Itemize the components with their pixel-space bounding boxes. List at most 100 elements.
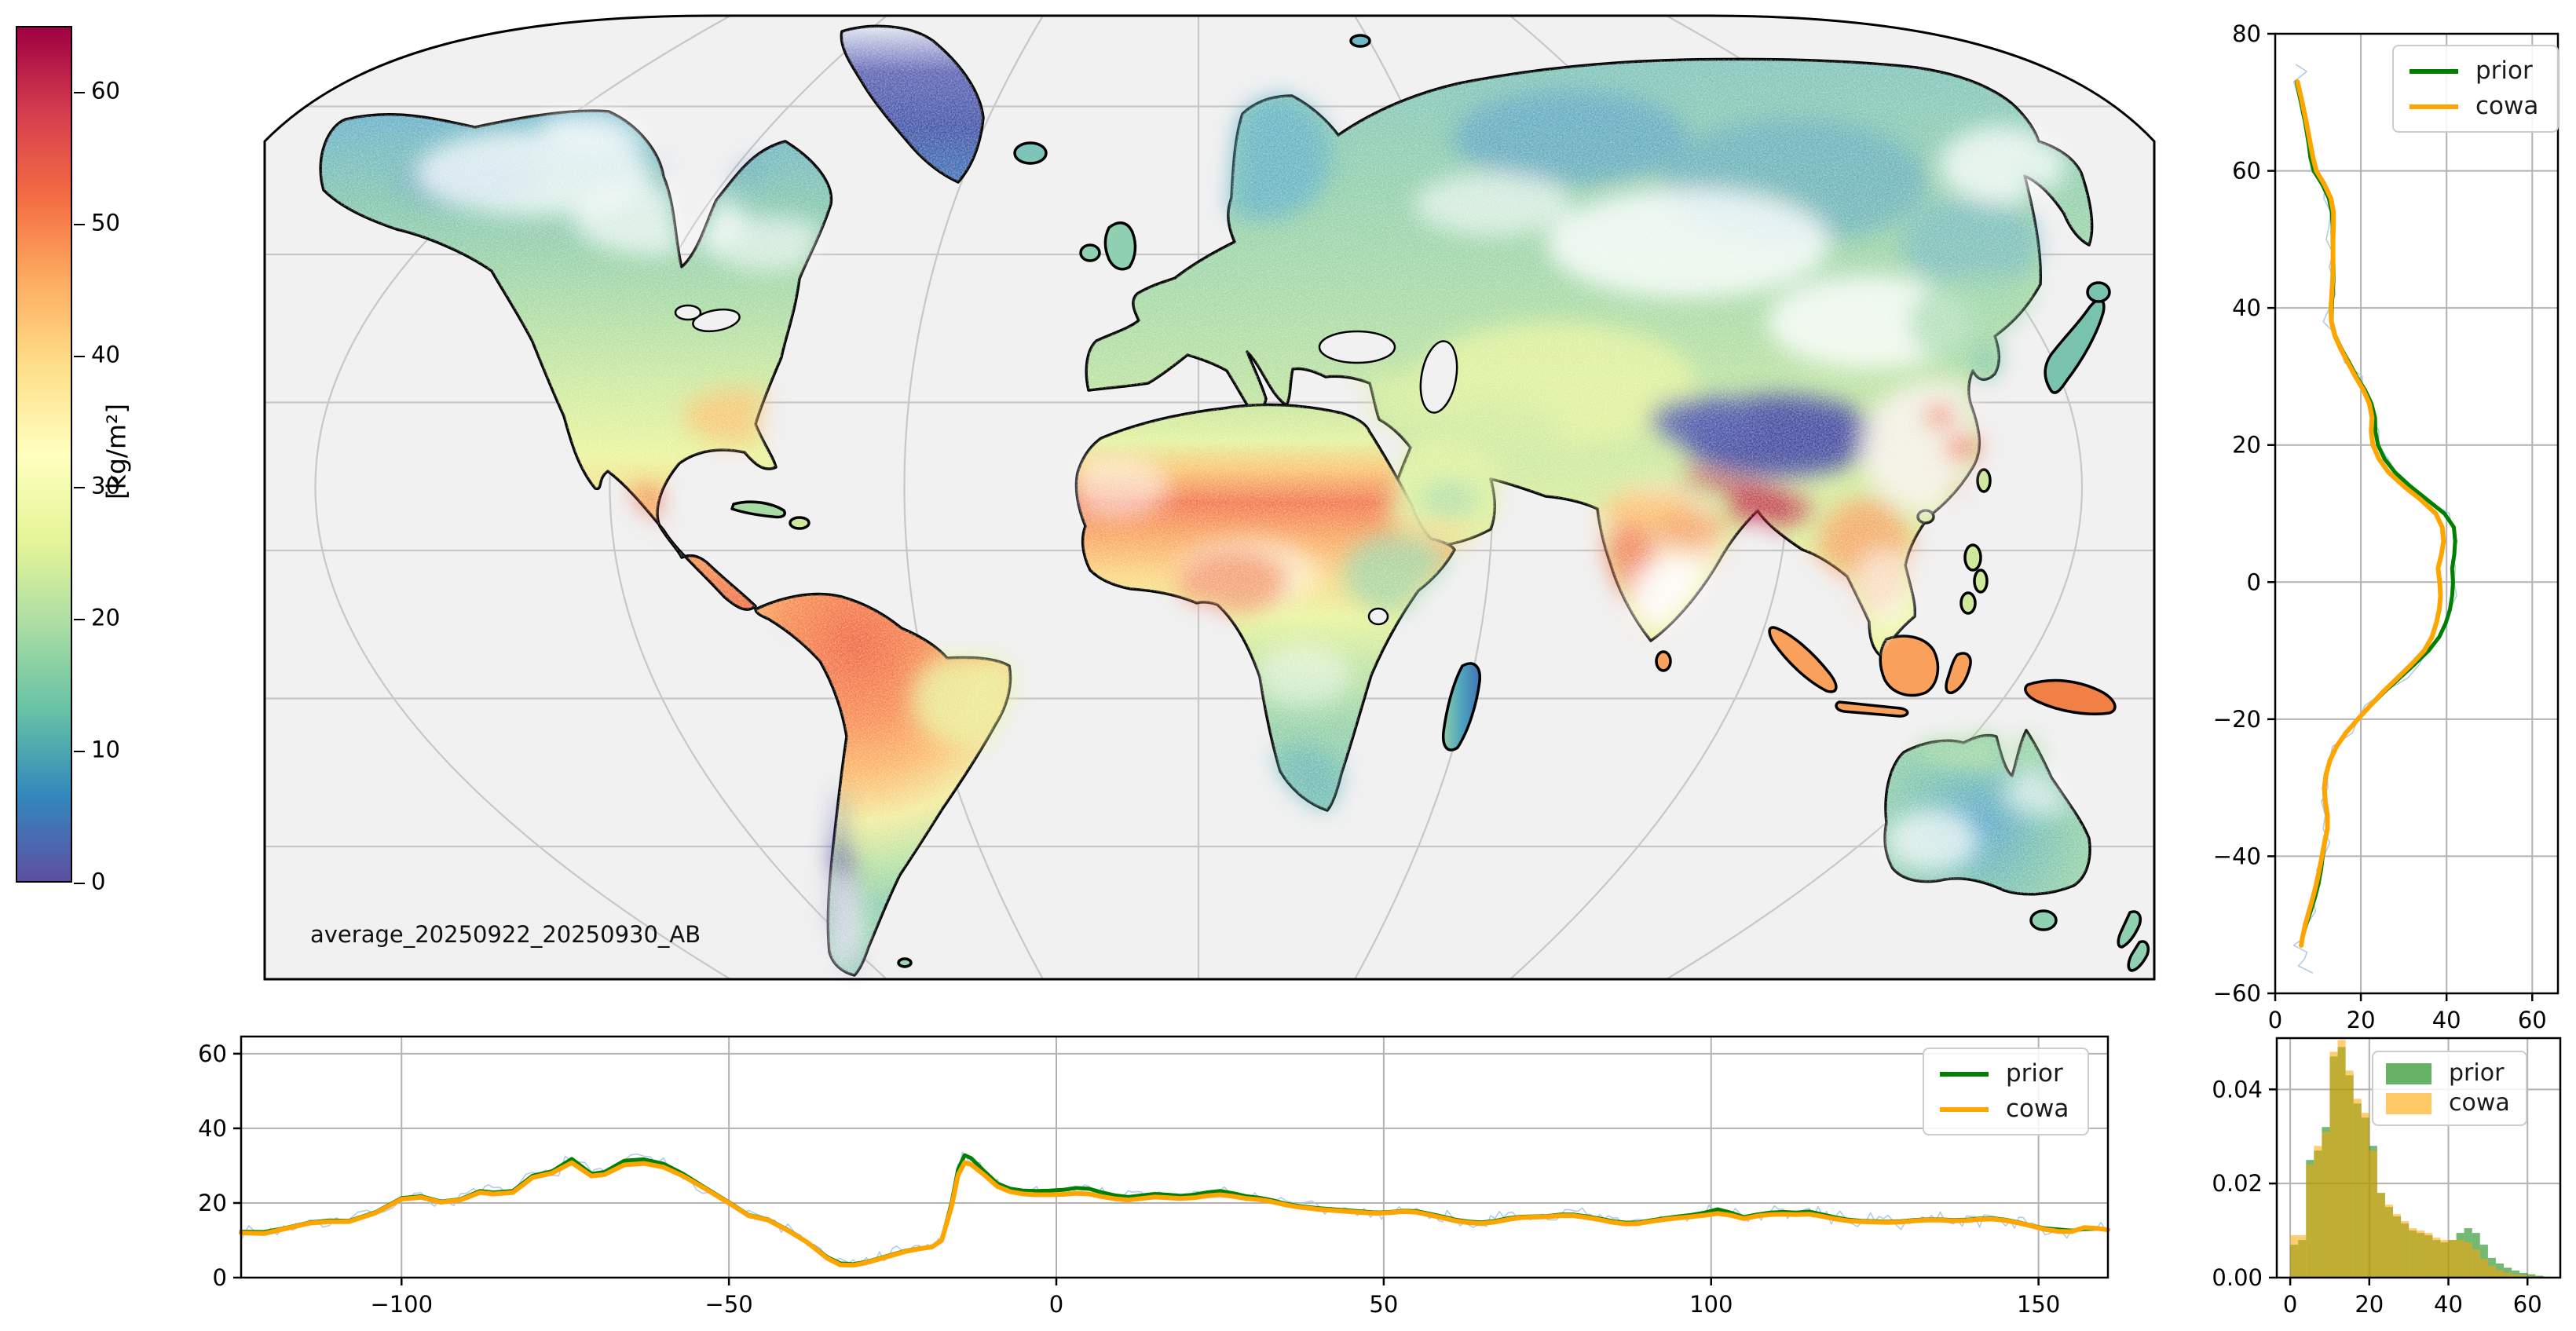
svg-text:60: 60 bbox=[2513, 1291, 2542, 1318]
philippines-3 bbox=[1959, 591, 1977, 615]
iceland bbox=[1013, 141, 1048, 165]
svg-text:40: 40 bbox=[2232, 294, 2261, 321]
svg-text:−20: −20 bbox=[2213, 706, 2261, 733]
svg-text:60: 60 bbox=[2518, 1007, 2547, 1033]
prior-patch-swatch bbox=[2386, 1062, 2431, 1084]
prior-line bbox=[239, 1153, 2110, 1267]
colorbar-unit-label: [kg/m²] bbox=[101, 403, 132, 500]
svg-text:0.02: 0.02 bbox=[2212, 1170, 2263, 1197]
madagascar bbox=[1441, 662, 1481, 751]
grid-lines bbox=[241, 1037, 2108, 1278]
legend-label-cowa: cowa bbox=[2006, 1095, 2069, 1123]
cowa-line-swatch bbox=[1940, 1106, 1989, 1112]
map-lakes bbox=[674, 304, 1458, 626]
svg-text:50: 50 bbox=[1369, 1291, 1398, 1318]
latitude-profile-panel: 0 20 40 60 80 60 40 20 0 −20 −40 −60 bbox=[2213, 20, 2560, 1033]
svg-text:0: 0 bbox=[1049, 1291, 1063, 1318]
legend-item-cowa: cowa bbox=[1940, 1097, 2069, 1121]
plot-frame bbox=[2275, 1037, 2562, 1279]
svg-text:60: 60 bbox=[2232, 158, 2261, 185]
sumatra bbox=[1768, 626, 1838, 693]
axis-tick-labels: 0 20 40 60 80 60 40 20 0 −20 −40 −60 bbox=[2213, 20, 2547, 1033]
longitude-profile-panel: −100 −50 0 50 100 150 0 20 40 60 bbox=[198, 1035, 2110, 1318]
colorbar-tick-mark bbox=[74, 223, 85, 225]
svg-text:−60: −60 bbox=[2213, 980, 2261, 1007]
legend-item-cowa: cowa bbox=[2410, 94, 2538, 119]
svg-text:40: 40 bbox=[2432, 1007, 2461, 1033]
map-panel: average_20250922_20250930_AB bbox=[263, 14, 2156, 981]
taiwan bbox=[1976, 468, 1992, 493]
colorbar-tick-label: 30 bbox=[91, 473, 120, 500]
great-britain bbox=[1103, 221, 1137, 271]
raw-data-line bbox=[2292, 64, 2458, 974]
map-projection-boundary bbox=[263, 14, 2156, 981]
prior-line bbox=[2294, 79, 2457, 948]
legend-lat-profile: prior cowa bbox=[2392, 45, 2560, 133]
colorbar-tick-label: 0 bbox=[91, 868, 106, 895]
svg-text:100: 100 bbox=[1689, 1291, 1733, 1318]
java bbox=[1835, 700, 1909, 718]
cowa-patch-swatch bbox=[2386, 1092, 2431, 1114]
legend-label-prior: prior bbox=[2475, 57, 2533, 85]
colorbar-tick-mark bbox=[74, 883, 85, 884]
legend-label-cowa: cowa bbox=[2475, 92, 2539, 120]
colorbar-tick-label: 10 bbox=[91, 736, 120, 763]
legend-lon-profile: prior cowa bbox=[1923, 1048, 2090, 1135]
plot-frame bbox=[240, 1035, 2109, 1279]
histogram-panel: 0 20 40 60 0.00 0.02 0.04 bbox=[2212, 1037, 2562, 1318]
svg-text:150: 150 bbox=[2017, 1291, 2060, 1318]
svg-text:40: 40 bbox=[198, 1115, 227, 1142]
plot-frame bbox=[2274, 32, 2560, 995]
philippines-1 bbox=[1963, 543, 1982, 572]
prior-line-swatch bbox=[1940, 1071, 1989, 1077]
legend-item-cowa: cowa bbox=[2386, 1091, 2510, 1115]
new-guinea bbox=[2024, 678, 2117, 715]
cowa-line-swatch bbox=[2410, 104, 2458, 109]
colorbar-gradient bbox=[16, 26, 72, 883]
colorbar-tick-mark bbox=[74, 355, 85, 357]
svg-text:20: 20 bbox=[198, 1190, 227, 1216]
svg-text:0: 0 bbox=[2247, 569, 2261, 595]
svg-text:60: 60 bbox=[198, 1040, 227, 1067]
svg-text:20: 20 bbox=[2355, 1291, 2384, 1318]
colorbar-tick-label: 60 bbox=[91, 77, 120, 104]
map-landmasses bbox=[319, 24, 2150, 977]
cowa-line bbox=[2295, 79, 2446, 948]
borneo bbox=[1879, 634, 1940, 697]
colorbar-tick-label: 40 bbox=[91, 341, 120, 368]
svg-text:0: 0 bbox=[2268, 1007, 2282, 1033]
svg-text:20: 20 bbox=[2232, 432, 2261, 459]
map-annotation: average_20250922_20250930_AB bbox=[310, 921, 701, 948]
axis-tick-labels: 0 20 40 60 0.00 0.02 0.04 bbox=[2212, 1076, 2541, 1318]
svg-text:0: 0 bbox=[213, 1264, 227, 1291]
legend-label-prior: prior bbox=[2449, 1059, 2505, 1087]
svg-text:40: 40 bbox=[2434, 1291, 2463, 1318]
axis-tick-labels: −100 −50 0 50 100 150 0 20 40 60 bbox=[198, 1040, 2060, 1318]
svg-text:0.00: 0.00 bbox=[2212, 1264, 2263, 1291]
legend-item-prior: prior bbox=[2410, 59, 2538, 83]
tasmania bbox=[2029, 909, 2058, 931]
cowa-line bbox=[239, 1160, 2110, 1268]
philippines-2 bbox=[1973, 569, 1989, 594]
sri-lanka bbox=[1655, 650, 1672, 672]
svg-text:−100: −100 bbox=[370, 1291, 433, 1318]
falkland-islands bbox=[897, 957, 913, 968]
hispaniola bbox=[789, 516, 810, 530]
raw-data-line bbox=[240, 1151, 2106, 1266]
colorbar-tick-mark bbox=[74, 751, 85, 753]
colorbar-tick-mark bbox=[74, 619, 85, 621]
svalbard bbox=[1349, 34, 1371, 48]
svg-text:0.04: 0.04 bbox=[2212, 1076, 2263, 1102]
axis-ticks bbox=[2269, 1088, 2529, 1285]
colorbar-tick-mark bbox=[74, 487, 85, 489]
svg-text:−40: −40 bbox=[2213, 843, 2261, 869]
axis-ticks bbox=[2267, 32, 2534, 1001]
ireland bbox=[1079, 243, 1101, 262]
legend-item-prior: prior bbox=[2386, 1062, 2510, 1085]
colorbar-tick-mark bbox=[74, 91, 85, 93]
sulawesi bbox=[1945, 652, 1972, 695]
legend-histogram: prior cowa bbox=[2372, 1051, 2527, 1126]
svg-text:80: 80 bbox=[2232, 20, 2261, 47]
svg-text:0: 0 bbox=[2283, 1291, 2297, 1318]
